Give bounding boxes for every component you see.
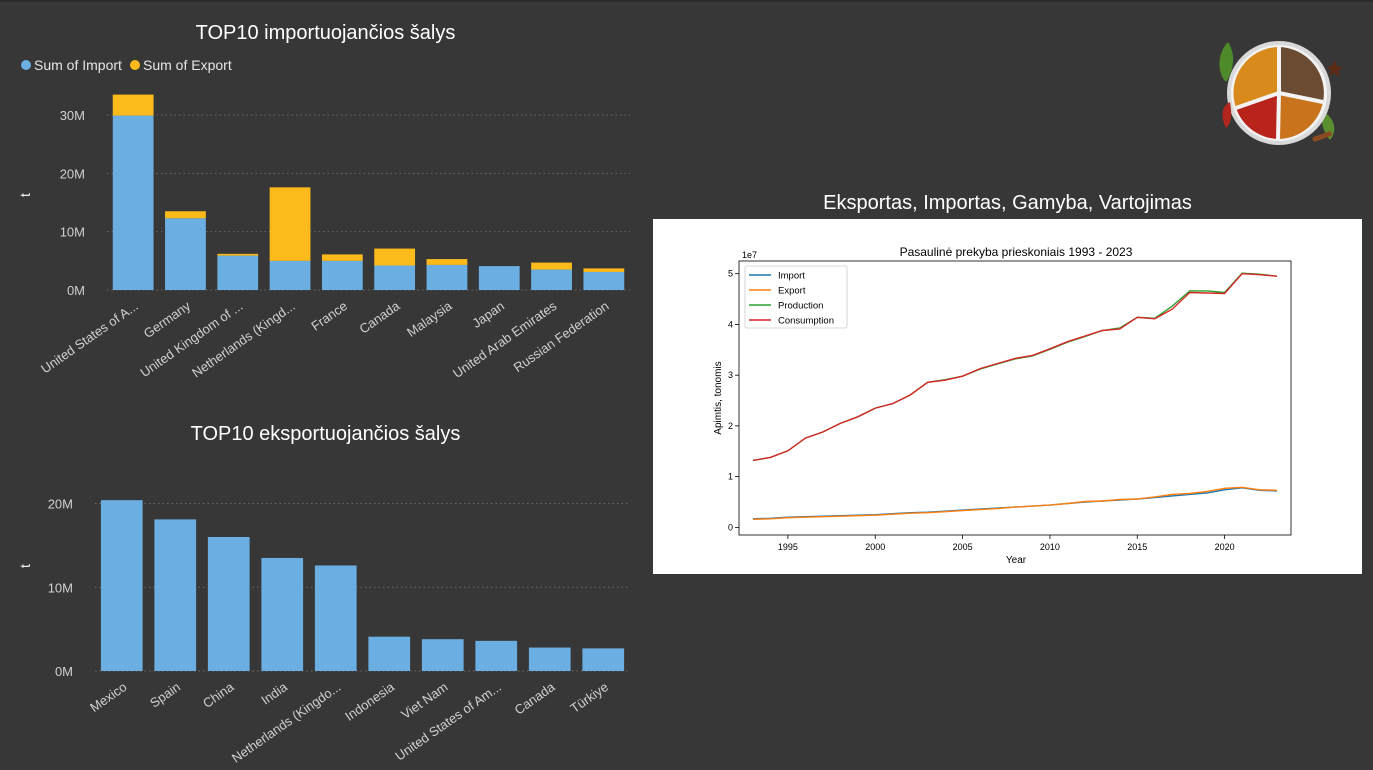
x-tick-label: France [308, 298, 350, 333]
import-bar[interactable] [217, 255, 259, 290]
top-border [0, 0, 1373, 2]
x-axis-title: Year [1006, 555, 1027, 566]
x-tick-label: 2000 [865, 542, 885, 552]
x-tick-label: Türkiye [567, 679, 611, 716]
import-bar-chart: Sum of Import Sum of Export t 0M 10M 20M 30… [17, 57, 630, 381]
consumption-line [752, 272, 1278, 462]
x-tick-label: 2005 [953, 542, 973, 552]
export-bar[interactable] [582, 648, 625, 671]
y-tick-label: 1 [728, 472, 733, 482]
y-tick-label: 30M [60, 108, 85, 123]
legend-label-export: Export [778, 286, 806, 297]
export-chart-title: TOP10 eksportuojančios šalys [190, 423, 461, 445]
export-bar[interactable] [112, 94, 154, 116]
import-chart-title: TOP10 importuojančios šalys [195, 22, 456, 44]
export-bar[interactable] [261, 557, 304, 671]
leaf-icon [1219, 42, 1234, 82]
import-bar[interactable] [478, 266, 520, 290]
export-bar[interactable] [314, 565, 357, 671]
x-tick-label: India [258, 679, 290, 708]
import-y-axis-title: t [17, 193, 33, 197]
export-bar[interactable] [321, 254, 363, 261]
x-tick-label: Spain [147, 679, 183, 710]
x-tick-label: 2010 [1040, 542, 1060, 552]
export-bar[interactable] [528, 647, 571, 671]
import-bar[interactable] [321, 260, 363, 290]
y-axis-title: Apimtis, tonomis [713, 361, 724, 434]
line-chart-image: Pasaulinė prekyba prieskoniais 1993 - 20… [653, 219, 1362, 574]
spice-bowl-icon [1219, 41, 1342, 145]
x-tick-label: China [200, 679, 237, 711]
y-tick-label: 0M [67, 283, 85, 298]
x-tick-label: Canada [356, 298, 403, 337]
cinnamon-icon [1312, 131, 1332, 142]
export-bar[interactable] [531, 262, 572, 270]
y-tick-label: 0 [728, 522, 733, 532]
y-tick-label: 10M [60, 225, 85, 240]
legend-import-marker [21, 60, 31, 70]
y-tick-label: 20M [48, 497, 73, 512]
y-offset-label: 1e7 [742, 250, 757, 260]
import-bar[interactable] [426, 264, 468, 290]
star-anise-icon [1326, 60, 1342, 77]
export-bar[interactable] [100, 500, 143, 671]
export-bar[interactable] [421, 639, 464, 671]
x-tick-label: Japan [469, 298, 507, 331]
export-bar[interactable] [583, 268, 625, 272]
export-line [752, 486, 1278, 520]
x-tick-label: Mexico [87, 679, 129, 715]
legend-import-label[interactable]: Sum of Import [34, 57, 122, 73]
export-bar[interactable] [368, 636, 411, 671]
export-bar[interactable] [269, 187, 311, 261]
y-tick-label: 10M [48, 580, 73, 595]
y-tick-label: 0M [55, 664, 73, 679]
legend-label-production: Production [778, 301, 823, 312]
x-tick-label: 2015 [1127, 542, 1147, 552]
line-legend-box [744, 265, 848, 329]
legend-label-consumption: Consumption [778, 316, 834, 327]
x-tick-label: Malaysia [404, 298, 455, 340]
import-bar[interactable] [269, 260, 311, 290]
y-tick-label: 3 [728, 370, 733, 380]
import-bar[interactable] [531, 269, 572, 290]
line-chart: Pasaulinė prekyba prieskoniais 1993 - 20… [713, 245, 1292, 566]
legend-export-label[interactable]: Sum of Export [143, 57, 232, 73]
x-tick-label: 2020 [1215, 542, 1235, 552]
import-bar[interactable] [583, 271, 625, 290]
export-bar[interactable] [374, 248, 416, 266]
paprika-icon [1278, 93, 1323, 139]
x-tick-label: Canada [512, 679, 559, 718]
export-bar[interactable] [207, 537, 250, 671]
line-plot-frame [738, 260, 1292, 536]
y-tick-label: 20M [60, 166, 85, 181]
x-tick-label: Indonesia [342, 679, 397, 724]
line-panel-title: Eksportas, Importas, Gamyba, Vartojimas [823, 192, 1192, 214]
y-tick-label: 4 [728, 319, 733, 329]
x-tick-label: Russian Federation [511, 298, 612, 375]
y-tick-label: 5 [728, 269, 733, 279]
x-tick-label: United States of A... [38, 298, 141, 376]
line-chart-title: Pasaulinė prekyba prieskoniais 1993 - 20… [900, 245, 1133, 259]
import-bar[interactable] [374, 265, 416, 291]
turmeric-icon [1233, 47, 1279, 108]
export-bar[interactable] [426, 259, 468, 265]
export-y-axis-title: t [17, 564, 33, 568]
chili-pepper-icon [1222, 102, 1232, 128]
legend-label-import: Import [778, 271, 805, 282]
y-tick-label: 2 [728, 421, 733, 431]
pepper-icon [1279, 47, 1324, 102]
import-bar[interactable] [165, 218, 206, 290]
legend-export-marker [130, 60, 140, 70]
import-bar[interactable] [112, 115, 154, 290]
export-bar[interactable] [475, 640, 518, 671]
export-bar[interactable] [217, 253, 259, 256]
x-tick-label: 1995 [778, 542, 798, 552]
export-bar[interactable] [154, 519, 197, 671]
export-bar[interactable] [165, 211, 206, 219]
